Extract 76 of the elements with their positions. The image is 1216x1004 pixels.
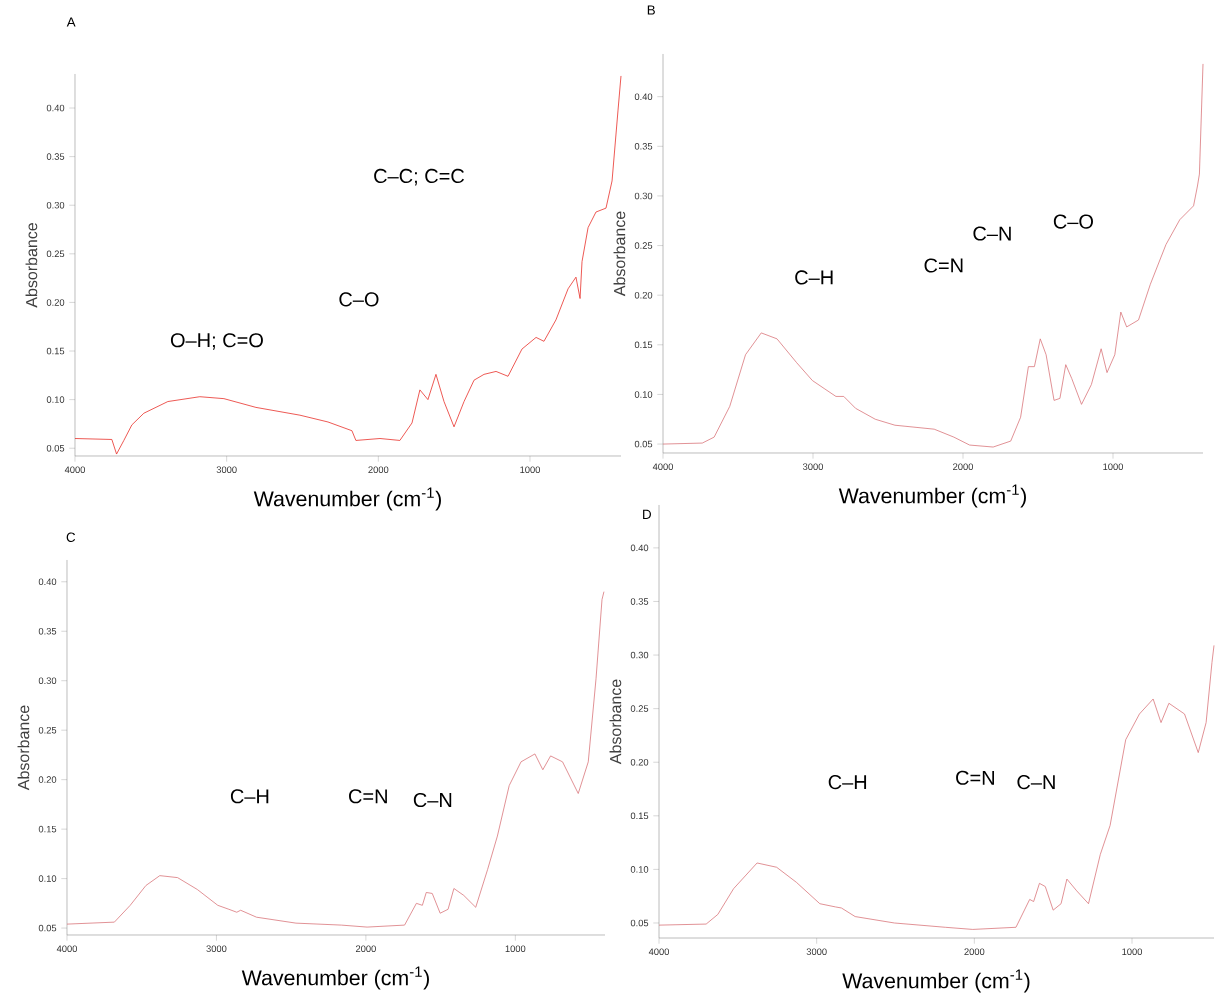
y-tick-label: 0.20 [630, 758, 649, 766]
x-tick-label: 1000 [505, 945, 526, 952]
x-tick-label: 1000 [1122, 948, 1143, 955]
y-tick-label: 0.35 [38, 627, 57, 635]
x-tick-label: 3000 [802, 463, 824, 470]
x-axis-title: Wavenumber (cm$^{-1}$) [838, 484, 1026, 508]
y-tick-label: 0.25 [634, 242, 653, 249]
y-tick-label: 0.15 [46, 347, 65, 355]
y-tick-label: 0.05 [634, 440, 653, 448]
x-tick-label: 1000 [1103, 463, 1124, 470]
x-tick-label: 2000 [953, 463, 974, 470]
x-tick-label: 2000 [368, 466, 389, 473]
annotation: C–O [339, 292, 379, 307]
y-tick-label: 0.30 [38, 677, 57, 685]
x-tick-label: 4000 [648, 948, 670, 955]
y-axis-title: Absorbance [613, 211, 626, 297]
x-tick-label: 1000 [520, 466, 541, 473]
annotation: C–O [1053, 214, 1093, 229]
chart-title: A [66, 17, 76, 27]
line-series [66, 591, 605, 928]
x-tick-label: 3000 [206, 945, 227, 952]
y-tick-label: 0.25 [630, 705, 649, 712]
y-tick-label: 0.05 [38, 924, 57, 932]
x-tick-label: 4000 [56, 945, 78, 952]
y-tick-label: 0.10 [634, 391, 653, 398]
annotation: C–N [973, 226, 1011, 241]
x-tick-label: 3000 [806, 948, 827, 955]
x-axis-title: Wavenumber (cm$^{-1}$) [253, 487, 441, 511]
annotation: C–C; C=C [374, 168, 465, 186]
y-tick-label: 0.35 [46, 153, 65, 160]
y-tick-label: 0.20 [46, 299, 65, 306]
y-axis-title: Absorbance [25, 223, 38, 308]
annotation: C–N [1017, 775, 1055, 790]
chart-title: C [66, 532, 76, 542]
x-tick-label: 4000 [64, 466, 86, 473]
y-tick-label: 0.40 [46, 104, 65, 112]
y-tick-label: 0.10 [46, 396, 65, 403]
annotation: C=N [956, 770, 994, 785]
annotation: C=N [924, 258, 963, 273]
chart-title: D [643, 509, 651, 519]
y-tick-label: 0.05 [630, 919, 649, 927]
y-tick-label: 0.20 [38, 776, 57, 783]
x-tick-label: 4000 [652, 463, 674, 470]
annotation: C–H [828, 775, 867, 790]
x-tick-label: 3000 [216, 466, 237, 473]
x-tick-label: 2000 [964, 948, 985, 955]
annotation: C–N [413, 792, 452, 808]
y-tick-label: 0.30 [630, 651, 649, 659]
chart-title: B [647, 5, 655, 15]
y-tick-label: 0.30 [634, 192, 653, 200]
y-tick-label: 0.35 [630, 598, 649, 605]
y-tick-label: 0.15 [38, 825, 57, 833]
y-tick-label: 0.25 [38, 726, 57, 734]
y-axis-title: Absorbance [609, 679, 622, 765]
y-tick-label: 0.05 [46, 444, 65, 452]
x-axis-title: Wavenumber (cm$^{-1}$) [241, 966, 429, 990]
y-tick-label: 0.10 [38, 875, 57, 882]
y-tick-label: 0.15 [634, 341, 653, 349]
annotation: C–H [795, 270, 833, 285]
y-axis-title: Absorbance [17, 705, 30, 791]
x-tick-label: 2000 [355, 945, 376, 952]
y-tick-label: 0.25 [46, 250, 65, 258]
y-tick-label: 0.15 [630, 812, 649, 820]
line-series [658, 645, 1215, 930]
y-tick-label: 0.20 [634, 291, 653, 299]
y-tick-label: 0.30 [46, 201, 65, 209]
y-tick-label: 0.40 [634, 93, 653, 100]
annotation: O–H; C=O [170, 333, 263, 350]
y-tick-label: 0.35 [634, 143, 653, 150]
y-tick-label: 0.40 [630, 544, 649, 552]
y-tick-label: 0.10 [630, 866, 649, 873]
annotation: C–H [230, 789, 269, 804]
line-series [662, 63, 1204, 448]
x-axis-title: Wavenumber (cm$^{-1}$) [842, 969, 1030, 993]
y-tick-label: 0.40 [38, 578, 57, 586]
annotation: C=N [349, 789, 387, 804]
